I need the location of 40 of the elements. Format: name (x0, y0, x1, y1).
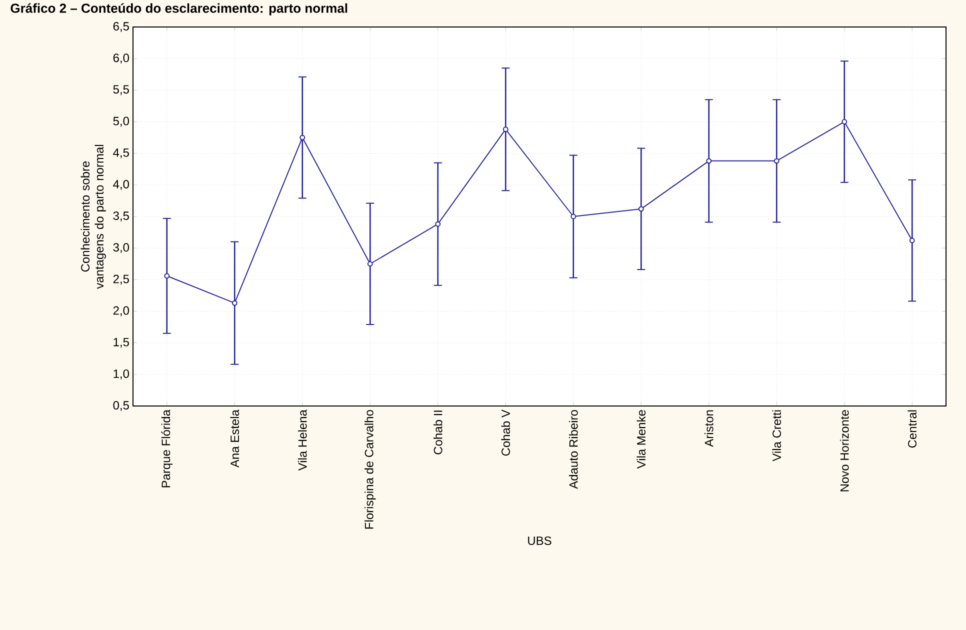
point (435, 221, 441, 227)
y-tick-label: 3,5 (113, 212, 129, 222)
x-tick-label: Cohab V (501, 410, 510, 456)
x-axis-title: UBS (528, 536, 552, 545)
point (570, 214, 576, 220)
x-tick-label: Vila Menke (636, 410, 646, 469)
y-tick-label: 2,0 (113, 306, 130, 316)
point (232, 300, 238, 306)
y-tick-label: 6,5 (113, 22, 129, 32)
x-tick-label: Novo Horizonte (840, 410, 849, 492)
x-tick-label: Adauto Ribeiro (568, 410, 578, 489)
y-tick-label: 6,0 (113, 54, 130, 64)
y-tick-label: 5,0 (113, 116, 130, 127)
y-tick-label: 2,5 (113, 274, 129, 285)
x-tick-label: Cohab II (433, 410, 442, 454)
point (502, 126, 508, 132)
point (774, 158, 780, 164)
y-tick-label: 1,5 (114, 338, 129, 348)
point (706, 158, 712, 164)
y-tick-label: 4,5 (113, 148, 129, 158)
x-tick-label: Ana Estela (230, 410, 240, 468)
y-tick-label: 0,5 (113, 401, 129, 411)
y-tick-label: 3,0 (113, 243, 130, 254)
x-tick-label: Ariston (704, 410, 714, 447)
point (300, 134, 306, 140)
point (638, 206, 644, 212)
x-tick-label: Parque Flórida (161, 410, 173, 488)
y-tick-label: 4,0 (113, 180, 130, 190)
point (909, 238, 915, 244)
y-tick-label: 1,0 (114, 369, 130, 380)
point (842, 119, 848, 124)
x-tick-label: Central (908, 410, 917, 448)
chart-title: Gráfico 2 – Conteúdo do esclarecimento: parto normal (10, 3, 348, 16)
point (164, 273, 170, 279)
y-axis-title: Conhecimento sobre vantagens do parto normal (80, 144, 106, 289)
point (367, 261, 373, 267)
x-tick-label: Vila Helena (298, 410, 307, 471)
y-tick-label: 5,5 (113, 85, 129, 96)
x-tick-label: Florispina de Carvalho (364, 410, 376, 529)
x-tick-label: Vila Cretti (772, 410, 782, 462)
